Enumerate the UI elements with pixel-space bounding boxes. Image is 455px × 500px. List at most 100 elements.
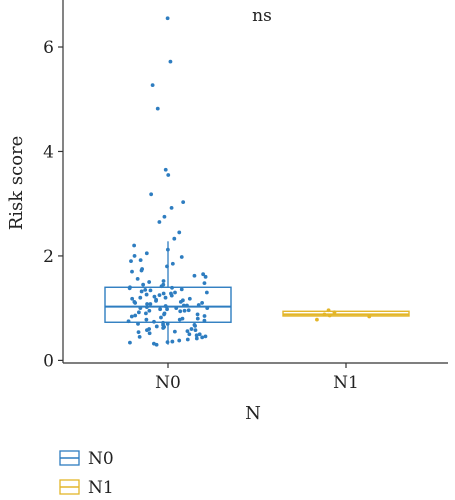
data-point	[177, 338, 182, 343]
data-point	[154, 298, 158, 303]
data-point	[196, 303, 201, 307]
data-point	[326, 308, 331, 313]
legend-label: N0	[88, 449, 114, 469]
data-point	[139, 268, 144, 273]
data-point	[163, 167, 168, 172]
data-point	[327, 313, 332, 318]
data-point	[138, 295, 143, 300]
data-point	[155, 106, 160, 111]
data-point	[126, 319, 131, 324]
data-point	[205, 306, 210, 311]
data-point	[129, 259, 133, 264]
data-point	[367, 314, 372, 319]
y-tick-label: 6	[43, 38, 54, 58]
data-point	[181, 303, 186, 308]
data-point	[203, 274, 208, 279]
data-point	[200, 301, 204, 305]
data-point	[130, 269, 134, 274]
data-point	[159, 315, 163, 320]
data-point	[157, 293, 162, 298]
data-point	[177, 317, 182, 322]
data-point	[174, 306, 179, 311]
data-point	[144, 305, 149, 310]
plot-area: 0 2 4 6 N0 N1	[43, 0, 448, 393]
data-point	[197, 332, 202, 337]
data-point	[192, 273, 197, 278]
data-point	[165, 340, 170, 345]
data-point	[186, 308, 191, 313]
data-point	[145, 302, 149, 306]
x-tick-label: N1	[333, 373, 359, 393]
data-point	[168, 59, 173, 64]
data-point	[163, 295, 168, 300]
y-axis-title: Risk score	[6, 136, 27, 231]
data-point	[322, 312, 327, 317]
data-point	[138, 258, 143, 263]
data-point	[154, 342, 159, 347]
data-point	[181, 200, 186, 205]
data-point	[161, 326, 166, 330]
data-point	[138, 306, 143, 311]
data-point	[161, 279, 166, 283]
data-point	[147, 308, 152, 313]
data-point	[195, 316, 200, 321]
data-point	[136, 310, 141, 315]
data-point	[149, 192, 154, 197]
data-point	[187, 296, 192, 301]
data-point	[185, 303, 189, 308]
x-axis-title: N	[245, 403, 261, 424]
data-point	[173, 290, 177, 295]
data-point	[165, 16, 170, 21]
data-point	[148, 288, 153, 293]
data-point	[193, 328, 198, 332]
data-point	[144, 292, 149, 297]
box-N0	[104, 286, 232, 323]
legend-label: N1	[88, 478, 114, 498]
data-point	[133, 313, 138, 318]
data-point	[192, 322, 197, 327]
data-point	[202, 318, 207, 323]
data-point	[172, 236, 177, 241]
data-point	[178, 299, 183, 304]
data-point	[203, 334, 208, 339]
data-point	[161, 282, 166, 287]
data-point	[179, 255, 184, 259]
y-tick-label: 2	[43, 247, 54, 267]
data-point	[162, 311, 167, 316]
data-point	[166, 173, 171, 177]
data-point	[133, 301, 138, 305]
data-point	[145, 328, 149, 332]
y-tick-label: 0	[43, 351, 54, 371]
data-point	[162, 214, 167, 219]
data-point	[200, 335, 205, 340]
x-tick-label: N0	[155, 373, 181, 393]
data-point	[161, 291, 166, 296]
data-point	[177, 230, 182, 235]
data-point	[152, 319, 156, 324]
data-point	[170, 339, 175, 344]
data-point	[132, 243, 137, 248]
data-point	[157, 220, 162, 224]
data-point	[170, 285, 174, 290]
data-point	[141, 282, 146, 287]
data-point	[132, 254, 137, 258]
data-point	[147, 280, 152, 284]
data-point	[189, 327, 194, 331]
data-point	[143, 287, 148, 292]
data-point	[127, 286, 132, 291]
data-point	[136, 321, 140, 326]
data-point	[172, 329, 177, 334]
data-point	[165, 321, 170, 326]
data-point	[154, 324, 159, 329]
data-point	[152, 294, 157, 299]
data-point	[194, 336, 199, 341]
data-point	[170, 261, 175, 266]
data-point	[135, 277, 140, 281]
data-point	[169, 291, 173, 296]
data-point	[315, 317, 319, 322]
data-point	[147, 331, 152, 336]
data-point	[144, 311, 148, 316]
data-point	[202, 314, 207, 318]
